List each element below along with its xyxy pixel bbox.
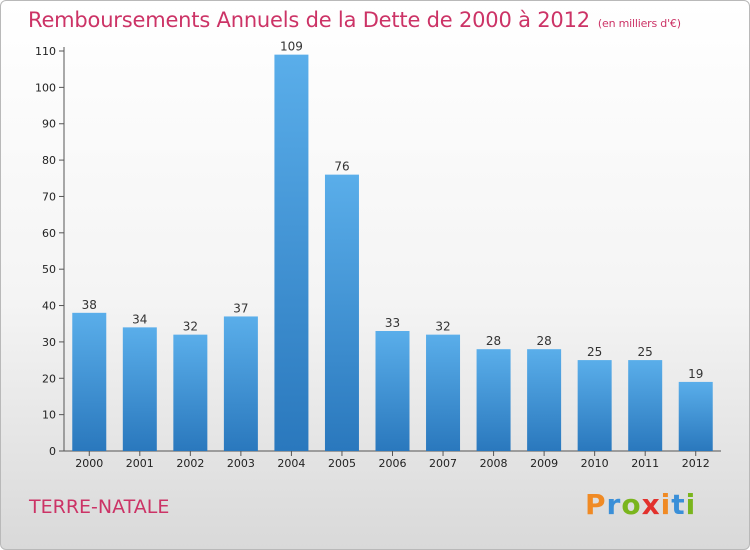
x-tick-label: 2000	[75, 457, 103, 470]
logo-letter: x	[641, 488, 661, 521]
x-tick-label: 2009	[530, 457, 558, 470]
bar-value-label: 28	[536, 334, 551, 348]
bar	[274, 54, 309, 452]
bar-value-label: 28	[486, 334, 501, 348]
bar-value-label: 76	[334, 160, 349, 174]
x-tick-label: 2012	[682, 457, 710, 470]
y-tick-label: 110	[35, 45, 56, 58]
y-tick-label: 70	[42, 190, 56, 203]
x-tick-label: 2006	[379, 457, 407, 470]
chart-title-text: Remboursements Annuels de la Dette de 20…	[28, 8, 590, 32]
bar-value-label: 32	[183, 320, 198, 334]
logo-letter: o	[621, 488, 642, 521]
bar	[223, 316, 258, 451]
bar-value-label: 25	[587, 345, 602, 359]
x-tick-label: 2008	[480, 457, 508, 470]
bar	[72, 312, 107, 451]
y-tick-label: 60	[42, 227, 56, 240]
bar	[628, 360, 663, 451]
x-tick-label: 2007	[429, 457, 457, 470]
chart-title: Remboursements Annuels de la Dette de 20…	[28, 8, 681, 32]
y-tick-label: 90	[42, 118, 56, 131]
x-tick-label: 2001	[126, 457, 154, 470]
y-tick-label: 100	[35, 81, 56, 94]
y-tick-label: 20	[42, 372, 56, 385]
logo-letter: t	[671, 488, 686, 521]
y-tick-label: 30	[42, 336, 56, 349]
bar-value-label: 32	[435, 320, 450, 334]
logo-letter: i	[660, 488, 672, 521]
bar	[476, 349, 511, 451]
bar	[375, 331, 410, 451]
y-tick-label: 40	[42, 300, 56, 313]
bar	[173, 334, 208, 451]
bar	[577, 360, 612, 451]
bar	[678, 381, 713, 451]
bar-value-label: 109	[280, 40, 303, 54]
x-tick-label: 2005	[328, 457, 356, 470]
x-tick-label: 2004	[277, 457, 305, 470]
y-tick-label: 80	[42, 154, 56, 167]
bar	[324, 174, 359, 452]
bar-value-label: 25	[638, 345, 653, 359]
y-tick-label: 0	[49, 445, 56, 458]
bar-value-label: 37	[233, 301, 248, 315]
logo-letter: i	[685, 488, 697, 521]
proxiti-logo: Proxiti	[585, 488, 696, 521]
y-tick-label: 10	[42, 409, 56, 422]
bar	[527, 349, 562, 451]
chart-unit: (en milliers d'€)	[597, 17, 681, 30]
x-tick-label: 2011	[631, 457, 659, 470]
commune-name: TERRE-NATALE	[29, 496, 170, 518]
bar	[122, 327, 157, 451]
logo-letter: r	[606, 488, 622, 521]
x-tick-label: 2003	[227, 457, 255, 470]
bar-value-label: 19	[688, 367, 703, 381]
bar-value-label: 38	[82, 298, 97, 312]
bar-value-label: 34	[132, 312, 147, 326]
logo-letter: P	[585, 488, 607, 521]
x-tick-label: 2010	[581, 457, 609, 470]
y-tick-label: 50	[42, 263, 56, 276]
bar	[426, 334, 461, 451]
bar-value-label: 33	[385, 316, 400, 330]
x-tick-label: 2002	[176, 457, 204, 470]
